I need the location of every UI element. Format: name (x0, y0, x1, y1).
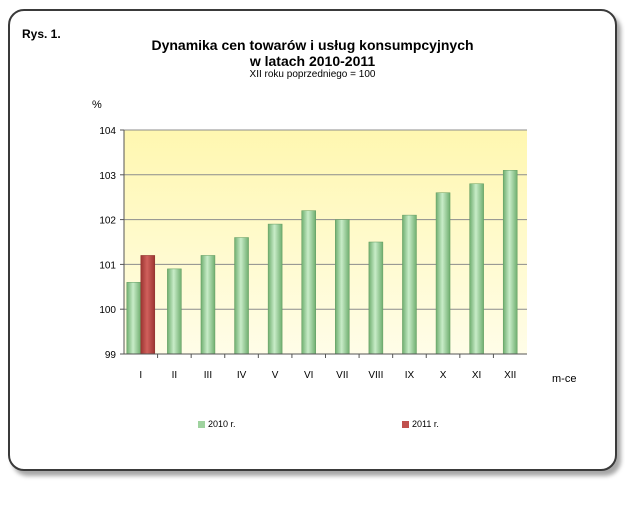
x-tick-label: V (272, 370, 279, 381)
y-tick-label: 103 (99, 171, 116, 182)
chart-title-line2: w latach 2010-2011 (249, 53, 376, 69)
legend-label-2010: 2010 r. (208, 419, 236, 429)
bar-2010-VII (335, 219, 350, 355)
legend-entry-2011: 2011 r. (402, 419, 439, 429)
y-tick-label: 101 (99, 260, 116, 271)
x-tick-label: XII (504, 370, 516, 381)
bar-2010-I (126, 282, 142, 355)
x-tick-label: I (139, 370, 142, 381)
legend-entry-2010: 2010 r. (198, 419, 236, 429)
x-tick-label: VI (304, 370, 313, 381)
chart-subtitle: XII roku poprzedniego = 100 (249, 69, 376, 80)
y-tick-label: 100 (99, 305, 116, 316)
bar-2010-V (267, 223, 283, 355)
y-tick-label: 102 (99, 216, 116, 227)
plot-area (124, 130, 527, 354)
y-tick-label: 104 (99, 126, 116, 137)
bar-2010-VI (301, 210, 316, 355)
bar-2011-I (140, 255, 156, 355)
x-tick-label: IX (405, 370, 415, 381)
y-tick-label: 99 (105, 350, 117, 361)
x-tick-label: II (172, 370, 178, 381)
x-tick-label: VIII (368, 370, 383, 381)
bar-2010-II (167, 268, 182, 355)
bar-2010-XII (502, 170, 518, 355)
bar-2010-III (200, 255, 216, 355)
chart-title-line1: Dynamika cen towarów i usług konsumpcyjn… (151, 37, 474, 53)
y-axis-unit-label: % (92, 99, 102, 111)
legend-label-2011: 2011 r. (412, 419, 439, 429)
bar-2010-VIII (368, 241, 384, 355)
x-tick-label: III (204, 370, 212, 381)
bar-2010-XI (469, 183, 484, 355)
bar-2010-X (435, 192, 451, 355)
x-tick-label: X (440, 370, 447, 381)
legend-swatch-2011 (402, 420, 409, 428)
x-tick-label: IV (237, 370, 247, 381)
bar-2010-IV (234, 237, 249, 355)
x-tick-label: XI (472, 370, 481, 381)
x-axis-label: m-ce (552, 373, 576, 385)
legend-swatch-2010 (198, 420, 205, 428)
x-tick-label: VII (336, 370, 348, 381)
figure-label: Rys. 1. (22, 27, 61, 41)
bar-2010-IX (402, 214, 417, 355)
